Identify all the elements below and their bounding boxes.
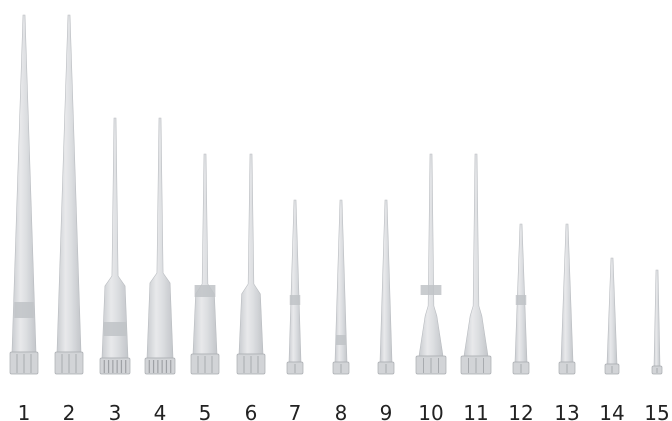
tip-collar: [144, 357, 176, 375]
tip-filter-band: [420, 285, 442, 295]
pipette-tip-14: 14: [599, 257, 625, 421]
tip-number-label: 2: [63, 401, 76, 421]
tip-number-label: 3: [109, 401, 122, 421]
tip-number-label: 1: [18, 401, 31, 421]
tip-body: [288, 199, 302, 363]
tip-number-label: 14: [599, 401, 624, 421]
pipette-tip-9: 9: [377, 199, 395, 421]
tip-filter-band: [103, 322, 127, 336]
tip-body: [192, 153, 218, 355]
tip-body: [11, 14, 37, 353]
tip-body: [418, 153, 444, 357]
tip-number-label: 4: [154, 401, 167, 421]
tip-body: [56, 14, 82, 353]
tip-body: [238, 153, 264, 355]
tip-body: [560, 223, 574, 363]
tip-number-label: 9: [380, 401, 393, 421]
tip-number-label: 7: [289, 401, 302, 421]
tip-body: [606, 257, 618, 365]
tip-number-label: 10: [418, 401, 443, 421]
pipette-tip-6: 6: [236, 153, 266, 421]
tip-body: [653, 269, 661, 367]
tip-number-label: 8: [335, 401, 348, 421]
tip-filter-band: [289, 295, 301, 305]
tip-number-label: 5: [199, 401, 212, 421]
tip-filter-band: [14, 302, 34, 318]
tip-collar: [99, 357, 131, 375]
tip-body: [514, 223, 528, 363]
pipette-tip-15: 15: [644, 269, 670, 421]
pipette-tip-10: 10: [415, 153, 447, 421]
tip-body: [463, 153, 489, 357]
pipette-tip-7: 7: [286, 199, 304, 421]
tip-number-label: 6: [245, 401, 258, 421]
pipette-tip-5: 5: [190, 153, 220, 421]
tip-body: [146, 117, 174, 359]
tip-number-label: 11: [463, 401, 488, 421]
pipette-tip-12: 12: [508, 223, 534, 421]
pipette-tip-13: 13: [554, 223, 580, 421]
tip-number-label: 15: [644, 401, 669, 421]
pipette-tip-4: 4: [144, 117, 176, 421]
tip-filter-band: [335, 335, 347, 345]
tip-body: [379, 199, 393, 363]
pipette-tip-2: 2: [54, 14, 84, 421]
tip-number-label: 12: [508, 401, 533, 421]
pipette-tip-1: 1: [9, 14, 39, 421]
tip-filter-band: [194, 285, 216, 297]
pipette-tip-8: 8: [332, 199, 350, 421]
tip-filter-band: [515, 295, 527, 305]
pipette-tip-3: 3: [99, 117, 131, 421]
tip-number-label: 13: [554, 401, 579, 421]
pipette-tip-11: 11: [460, 153, 492, 421]
